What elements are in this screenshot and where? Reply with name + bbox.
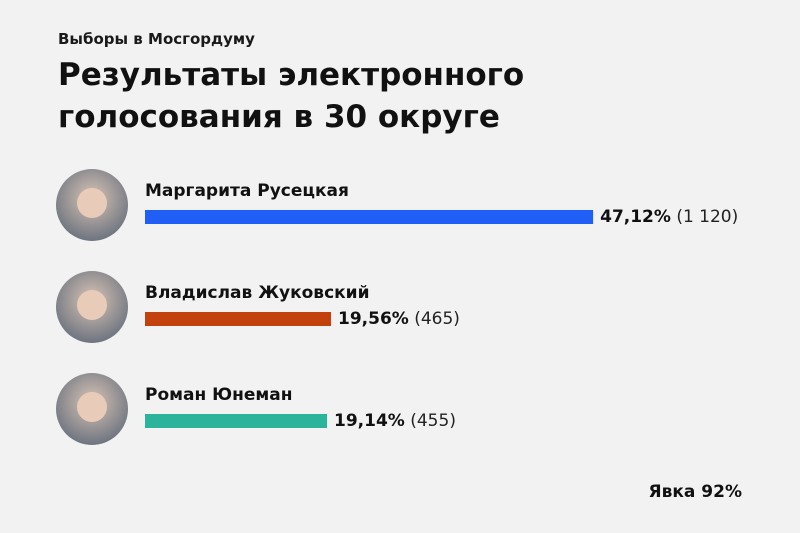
bar <box>145 312 332 326</box>
vote-count: (465) <box>414 309 460 329</box>
photo-face <box>77 392 107 422</box>
candidate-name: Роман Юнеман <box>145 385 293 405</box>
value-percent: 19,56% <box>338 309 409 329</box>
value-label: 19,14% (455) <box>334 411 456 431</box>
value-percent: 19,14% <box>334 411 405 431</box>
chart-subtitle: Выборы в Мосгордуму <box>58 30 255 48</box>
bar <box>145 414 328 428</box>
vote-count: (455) <box>410 411 456 431</box>
candidate-name: Маргарита Русецкая <box>145 181 349 201</box>
bar <box>145 210 594 224</box>
candidate-name: Владислав Жуковский <box>145 283 370 303</box>
value-label: 19,56% (465) <box>338 309 460 329</box>
vote-count: (1 120) <box>676 207 738 227</box>
value-percent: 47,12% <box>600 207 671 227</box>
chart-title: Результаты электронного голосования в 30… <box>58 57 525 135</box>
photo-face <box>77 290 107 320</box>
turnout: Явка 92% <box>649 482 742 502</box>
value-label: 47,12% (1 120) <box>600 207 738 227</box>
photo-face <box>77 188 107 218</box>
